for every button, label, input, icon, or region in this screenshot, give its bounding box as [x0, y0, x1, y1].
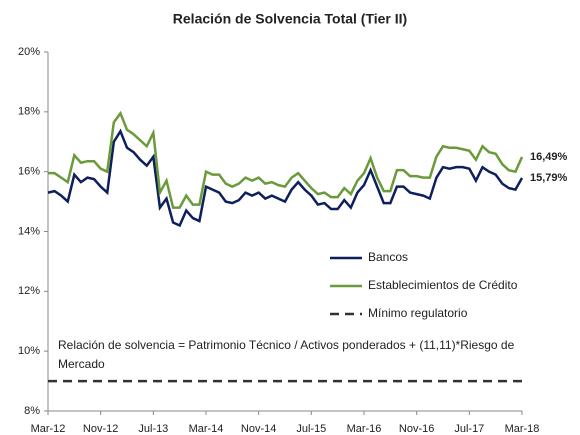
x-tick-label: Mar-12 [31, 423, 66, 435]
series-line [48, 110, 524, 209]
value-label: 16,49% [530, 151, 568, 163]
x-tick-label: Nov-14 [241, 423, 276, 435]
x-tick-label: Mar-16 [347, 423, 382, 435]
x-tick-label: Jul-13 [138, 423, 168, 435]
x-tick-label: Nov-12 [83, 423, 118, 435]
x-tick-label: Jul-17 [454, 423, 484, 435]
y-tick-label: 20% [18, 46, 40, 58]
value-label: 15,79% [530, 172, 568, 184]
legend-label: Mínimo regulatorio [368, 306, 468, 320]
y-tick-label: 8% [24, 405, 40, 417]
x-tick-label: Jul-15 [296, 423, 326, 435]
x-tick-label: Mar-14 [189, 423, 224, 435]
y-tick-label: 18% [18, 106, 40, 118]
chart-title: Relación de Solvencia Total (Tier II) [173, 11, 407, 27]
series-line [47, 128, 524, 228]
x-tick-label: Nov-16 [399, 423, 434, 435]
legend-label: Establecimientos de Crédito [368, 278, 518, 292]
legend-label: Bancos [368, 250, 408, 264]
y-tick-label: 16% [18, 166, 40, 178]
y-tick-label: 10% [18, 345, 40, 357]
annotation: Relación de solvencia = Patrimonio Técni… [58, 338, 515, 352]
y-tick-label: 12% [18, 285, 40, 297]
x-tick-label: Mar-18 [505, 423, 540, 435]
y-tick-label: 14% [18, 225, 40, 237]
annotation: Mercado [58, 357, 105, 371]
